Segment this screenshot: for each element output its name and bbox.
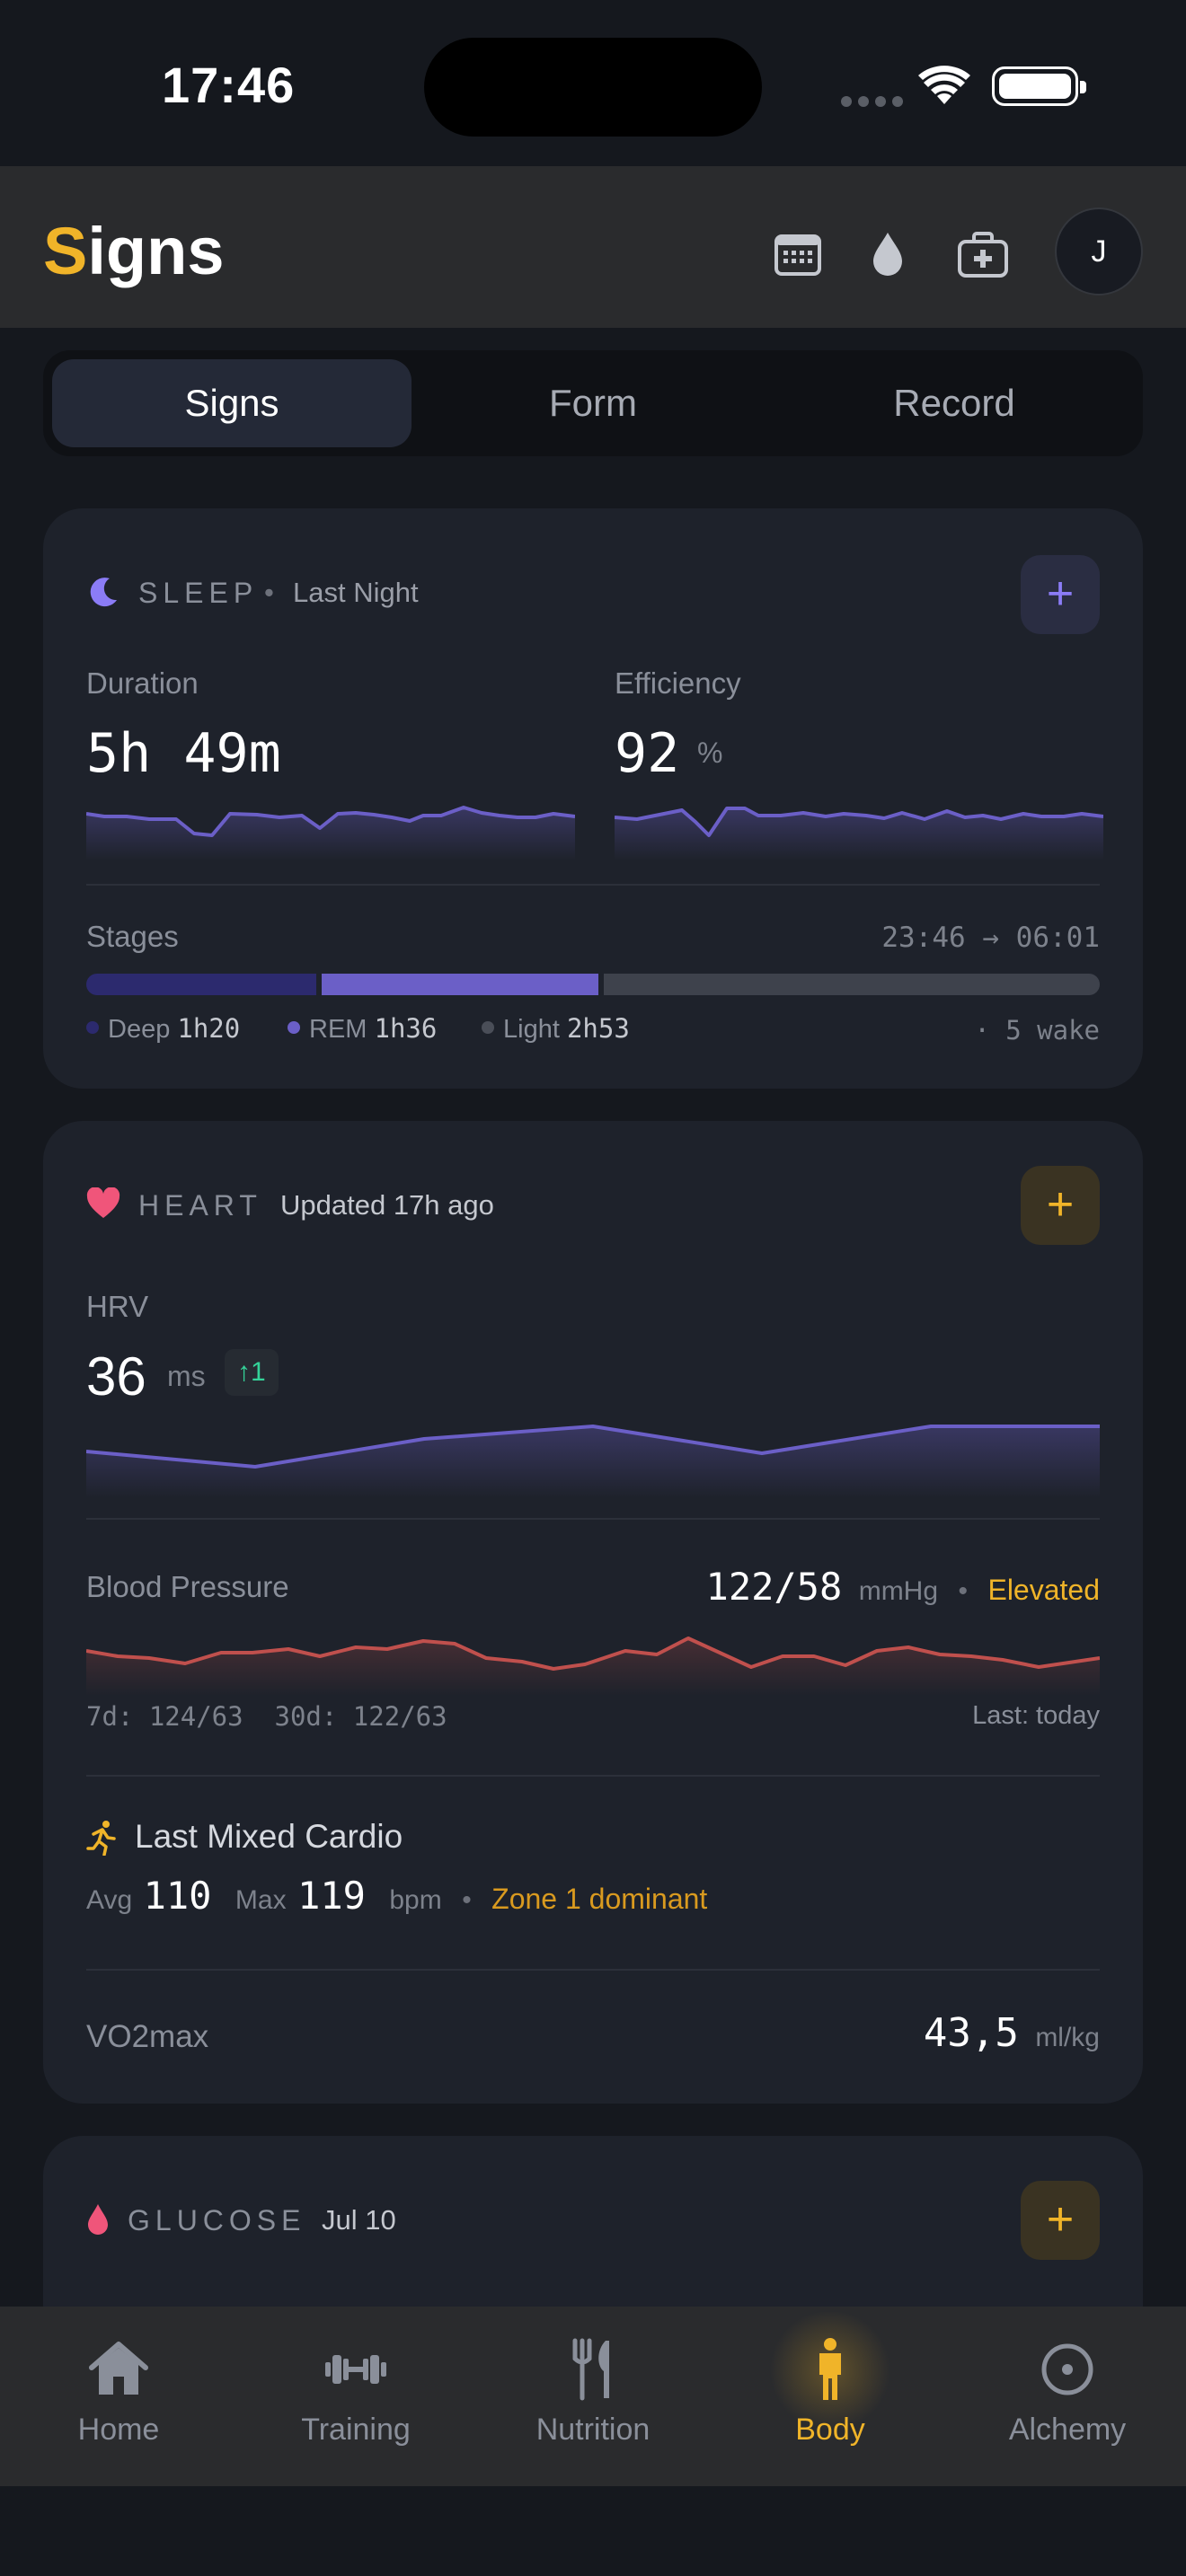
- vo2max-value: 43,5: [923, 2010, 1019, 2056]
- separator-dot: •: [264, 577, 274, 608]
- bp-reading: 122/58 mmHg • Elevated: [706, 1565, 1100, 1609]
- wifi-icon: [918, 66, 970, 104]
- stage-deep-segment: [86, 974, 316, 995]
- bp-unit: mmHg: [858, 1576, 939, 1606]
- wake-count: · 5 wake: [974, 1015, 1100, 1045]
- duration-sparkline: [86, 806, 575, 860]
- tab-signs[interactable]: Signs: [52, 359, 412, 447]
- avg-bpm: 110: [143, 1874, 212, 1918]
- bp-sparkline: [86, 1636, 1100, 1696]
- dynamic-island: [424, 38, 762, 137]
- nav-training[interactable]: Training: [237, 2307, 474, 2486]
- cardio-stats: Avg 110 Max 119 bpm • Zone 1 dominant: [86, 1874, 708, 1918]
- person-icon: [819, 2338, 841, 2400]
- heart-icon: [86, 1187, 120, 1218]
- stage-rem-legend: REM 1h36: [288, 1013, 437, 1045]
- add-glucose-button[interactable]: +: [1021, 2181, 1100, 2260]
- sleep-title: SLEEP: [138, 577, 259, 609]
- nav-body[interactable]: Body: [712, 2307, 949, 2486]
- stages-bar: [86, 974, 1100, 995]
- divider: [86, 1969, 1100, 1971]
- hrv-sparkline: [86, 1425, 1100, 1498]
- zone-label: Zone 1 dominant: [491, 1883, 708, 1915]
- divider: [86, 1518, 1100, 1520]
- nav-nutrition[interactable]: Nutrition: [474, 2307, 712, 2486]
- bp-averages: 7d: 124/63 30d: 122/63: [86, 1701, 447, 1732]
- home-indicator-area: [0, 2486, 1186, 2576]
- running-icon: [86, 1821, 116, 1856]
- bp-status: Elevated: [987, 1574, 1100, 1606]
- heart-subtitle: Updated 17h ago: [280, 1189, 494, 1221]
- heart-card: HEART Updated 17h ago + HRV 36 ms ↑1 Blo…: [43, 1121, 1143, 2104]
- tab-form[interactable]: Form: [549, 382, 637, 424]
- hrv-value: 36: [86, 1346, 146, 1407]
- sleep-time-range: 23:46 → 06:01: [881, 922, 1100, 954]
- sleep-card: SLEEP • Last Night + Duration 5h 49m Eff…: [43, 508, 1143, 1089]
- vo2max-reading: 43,5 ml/kg: [923, 2010, 1100, 2056]
- cellular-signal-icon: [841, 95, 909, 111]
- duration-value: 5h 49m: [86, 722, 281, 785]
- home-icon: [89, 2342, 148, 2395]
- add-sleep-button[interactable]: +: [1021, 555, 1100, 634]
- cardio-title: Last Mixed Cardio: [135, 1818, 403, 1855]
- tab-record[interactable]: Record: [893, 382, 1015, 424]
- sleep-subtitle: Last Night: [293, 577, 419, 608]
- efficiency-label: Efficiency: [615, 666, 741, 700]
- max-bpm: 119: [297, 1874, 366, 1918]
- divider: [86, 1775, 1100, 1777]
- circle-dot-icon: [1041, 2343, 1093, 2395]
- separator-dot: •: [958, 1576, 969, 1606]
- stage-deep-legend: Deep 1h20: [86, 1013, 240, 1045]
- drop-icon: [88, 2204, 108, 2235]
- bp-last: Last: today: [972, 1701, 1100, 1730]
- calendar-icon[interactable]: [773, 229, 823, 279]
- glucose-title: GLUCOSE: [128, 2204, 306, 2236]
- duration-label: Duration: [86, 666, 199, 700]
- nav-home[interactable]: Home: [0, 2307, 237, 2486]
- glucose-subtitle: Jul 10: [322, 2204, 396, 2236]
- nav-alchemy[interactable]: Alchemy: [949, 2307, 1186, 2486]
- status-time: 17:46: [162, 57, 296, 113]
- stage-rem-segment: [322, 974, 598, 995]
- dumbbell-icon: [325, 2355, 386, 2384]
- efficiency-sparkline: [615, 807, 1103, 860]
- bp-value: 122/58: [705, 1565, 843, 1609]
- fork-knife-icon: [572, 2338, 609, 2401]
- add-heart-button[interactable]: +: [1021, 1166, 1100, 1245]
- hrv-unit: ms: [167, 1360, 206, 1392]
- bottom-nav: Home Training Nutrition Body: [0, 2307, 1186, 2486]
- avatar[interactable]: J: [1055, 207, 1143, 296]
- efficiency-value: 92: [615, 722, 680, 785]
- separator-dot: •: [462, 1885, 472, 1915]
- efficiency-unit: %: [697, 737, 723, 769]
- drop-icon[interactable]: [863, 229, 913, 279]
- stages-label: Stages: [86, 920, 179, 953]
- stage-light-legend: Light 2h53: [482, 1013, 630, 1045]
- moon-icon: [90, 578, 117, 607]
- app-header: Signs J: [0, 166, 1186, 328]
- status-bar: 17:46: [0, 0, 1186, 166]
- segmented-tabs: Signs Form Record: [43, 350, 1143, 456]
- page-title: Signs: [43, 214, 225, 288]
- hrv-label: HRV: [86, 1290, 149, 1323]
- stage-light-segment: [604, 974, 1100, 995]
- vo2max-label: VO2max: [86, 2019, 209, 2054]
- heart-title: HEART: [138, 1189, 262, 1222]
- divider: [86, 884, 1100, 886]
- bp-label: Blood Pressure: [86, 1570, 289, 1603]
- medkit-icon[interactable]: [956, 229, 1010, 279]
- hrv-delta-badge: ↑1: [225, 1349, 279, 1396]
- battery-icon: [992, 66, 1086, 106]
